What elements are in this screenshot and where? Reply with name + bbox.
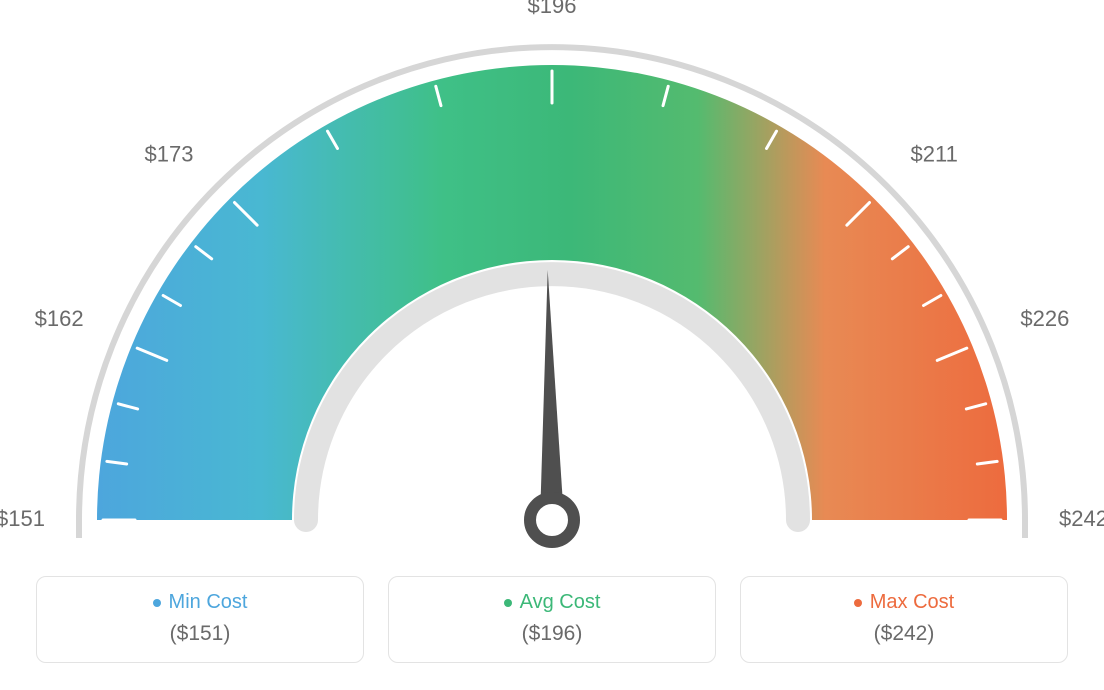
legend-avg-value: ($196) [389, 622, 715, 646]
gauge-svg: $151 $162 $173 $196 $211 $226 $242 [0, 0, 1104, 570]
legend-max-label: Max Cost [854, 591, 954, 614]
legend-avg-label-text: Avg Cost [520, 591, 601, 614]
legend-min-label-text: Min Cost [169, 591, 248, 614]
svg-text:$151: $151 [0, 506, 45, 531]
svg-text:$211: $211 [911, 141, 958, 166]
legend-max-label-text: Max Cost [870, 591, 954, 614]
cost-gauge: $151 $162 $173 $196 $211 $226 $242 [0, 0, 1104, 570]
legend-max-value: ($242) [741, 622, 1067, 646]
legend-min-dot [153, 599, 161, 607]
legend-min: Min Cost ($151) [36, 576, 364, 663]
legend-max: Max Cost ($242) [740, 576, 1068, 663]
legend-max-dot [854, 599, 862, 607]
legend-min-label: Min Cost [153, 591, 248, 614]
legend-avg-dot [504, 599, 512, 607]
legend-min-value: ($151) [37, 622, 363, 646]
svg-text:$242: $242 [1059, 506, 1104, 531]
svg-text:$226: $226 [1020, 306, 1069, 331]
legend-avg-label: Avg Cost [504, 591, 601, 614]
svg-text:$196: $196 [528, 0, 577, 18]
svg-text:$162: $162 [35, 306, 84, 331]
legend-row: Min Cost ($151) Avg Cost ($196) Max Cost… [0, 576, 1104, 663]
legend-avg: Avg Cost ($196) [388, 576, 716, 663]
svg-text:$173: $173 [145, 141, 194, 166]
